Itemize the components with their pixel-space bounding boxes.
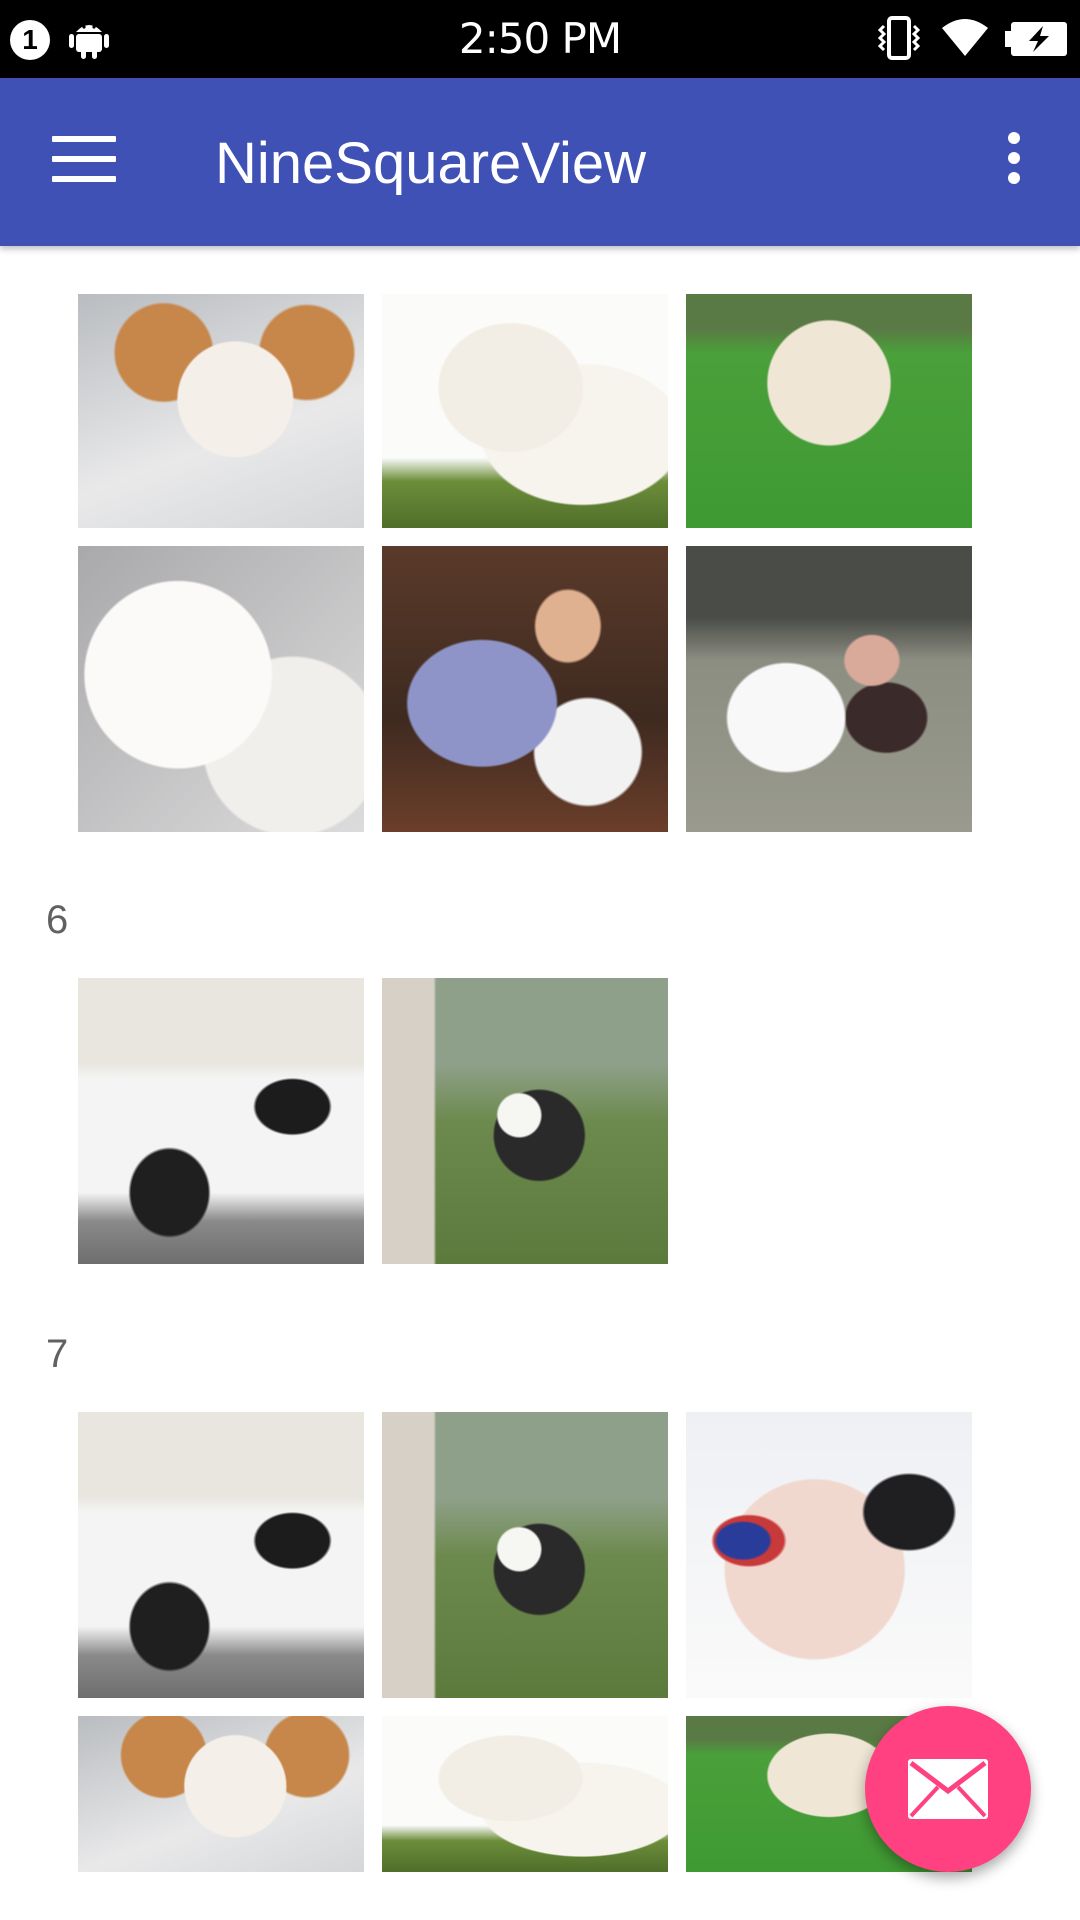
feed-list[interactable]: 6 7 [0,246,1080,1920]
grid-image[interactable] [382,978,668,1264]
grid-image[interactable] [78,294,364,528]
grid-image[interactable] [382,1716,668,1872]
app-title: NineSquareView [215,131,646,196]
battery-charging-icon [1005,22,1067,56]
grid-image[interactable] [382,546,668,832]
vibrate-icon [877,16,921,60]
status-bar: 1 2:50 PM [0,0,1080,78]
grid-image[interactable] [382,294,668,528]
grid-image[interactable] [382,1412,668,1698]
android-icon [69,25,109,59]
grid-image[interactable] [78,978,364,1264]
compose-mail-fab[interactable] [865,1706,1031,1872]
more-vert-icon[interactable] [998,132,1030,192]
item-number: 7 [46,1332,69,1376]
mail-icon [908,1759,988,1819]
status-time: 2:50 PM [458,14,622,63]
grid-image[interactable] [78,546,364,832]
app-bar: NineSquareView [0,78,1080,246]
grid-image[interactable] [78,1412,364,1698]
grid-image[interactable] [78,1716,364,1872]
notification-badge: 1 [10,20,50,60]
item-number: 6 [46,898,69,942]
wifi-icon [942,19,988,56]
grid-image[interactable] [686,546,972,832]
menu-icon[interactable] [52,136,116,184]
grid-image[interactable] [686,1412,972,1698]
grid-image[interactable] [686,294,972,528]
